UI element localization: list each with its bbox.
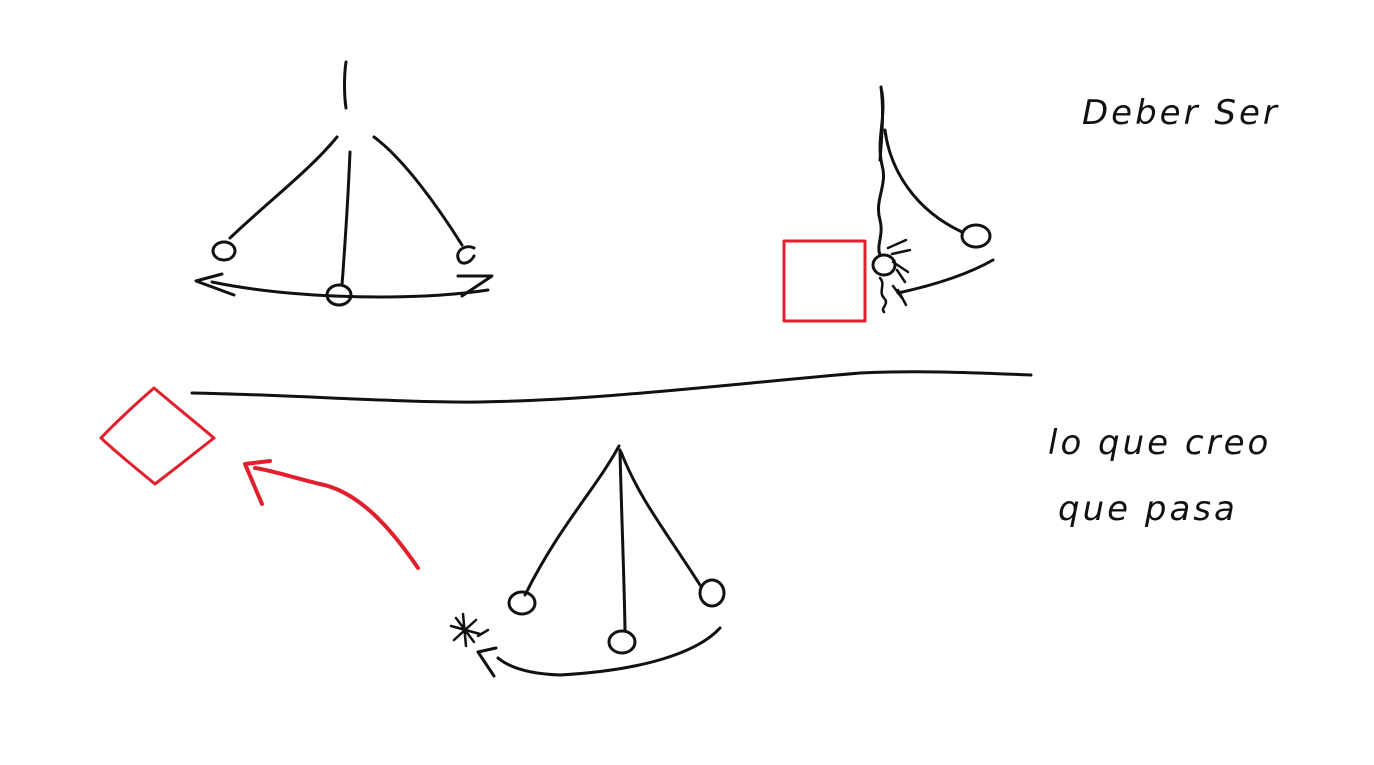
pendulum-string-center	[340, 150, 352, 287]
pendulum-string-right	[619, 450, 702, 587]
pendulum-bob-right	[456, 245, 476, 265]
return-arrow-line	[896, 258, 995, 295]
pendulum-spark-diagram	[449, 444, 726, 678]
red-block-square	[782, 239, 867, 323]
pendulum-bob-impact	[871, 253, 897, 277]
pendulum-wavy-string	[877, 90, 885, 257]
pendulum-string-right	[372, 135, 464, 247]
red-arrowhead-icon	[243, 459, 272, 506]
arrowhead-icon	[476, 646, 498, 678]
swing-arc-line	[210, 280, 490, 299]
pendulum-bob-released	[960, 223, 992, 249]
red-trajectory-arrow	[253, 466, 420, 570]
impact-lines-icon	[878, 238, 912, 314]
pendulum-string-left	[228, 135, 339, 240]
red-block-rotated	[99, 386, 216, 486]
pendulum-hitting-block-diagram	[782, 85, 995, 323]
label-deber-ser: Deber Ser	[1082, 93, 1280, 133]
spark-icon	[449, 612, 490, 648]
pendulum-string-left	[523, 444, 621, 597]
pendulum-bob-left	[211, 240, 237, 262]
thrown-block-diagram	[99, 386, 420, 570]
swinging-pendulum-diagram	[194, 60, 494, 307]
label-lo-que-creo: lo que creo	[1048, 423, 1272, 463]
pendulum-bob-left	[507, 590, 537, 616]
pendulum-swing-path	[883, 128, 964, 234]
pendulum-pivot-line	[343, 60, 348, 110]
swing-arrowhead-left	[194, 272, 236, 297]
swing-arc-line	[496, 626, 722, 677]
divider-line	[190, 370, 1033, 404]
pendulum-bob-center	[607, 629, 637, 655]
swing-arrowhead-right	[456, 274, 494, 298]
pendulum-string-center	[618, 448, 627, 632]
label-que-pasa: que pasa	[1058, 489, 1238, 529]
pendulum-bob-right	[698, 578, 726, 608]
